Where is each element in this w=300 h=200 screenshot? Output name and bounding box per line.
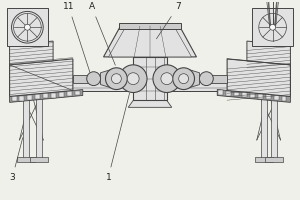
- Bar: [59, 92, 64, 97]
- Bar: [135, 77, 165, 88]
- Bar: [27, 95, 32, 100]
- Bar: [23, 91, 29, 158]
- Bar: [36, 91, 42, 158]
- Bar: [261, 91, 267, 158]
- Polygon shape: [10, 90, 83, 102]
- Bar: [209, 75, 227, 83]
- Bar: [7, 8, 48, 46]
- Text: 3: 3: [10, 138, 23, 182]
- Bar: [127, 75, 135, 83]
- Polygon shape: [100, 70, 110, 88]
- Bar: [12, 96, 16, 101]
- Bar: [30, 157, 48, 162]
- Bar: [281, 96, 286, 101]
- Bar: [266, 94, 271, 99]
- Bar: [265, 157, 283, 162]
- Polygon shape: [10, 41, 53, 65]
- Circle shape: [106, 68, 127, 90]
- Text: 11: 11: [63, 2, 90, 72]
- Polygon shape: [217, 90, 290, 102]
- Bar: [51, 93, 56, 98]
- Bar: [226, 91, 231, 96]
- Polygon shape: [227, 59, 290, 96]
- Circle shape: [173, 68, 194, 90]
- Bar: [20, 96, 24, 101]
- Bar: [258, 94, 263, 99]
- Bar: [73, 75, 91, 83]
- Polygon shape: [190, 70, 200, 88]
- Bar: [234, 92, 239, 96]
- Circle shape: [153, 65, 181, 93]
- Polygon shape: [10, 59, 73, 96]
- Bar: [133, 57, 167, 100]
- Bar: [165, 75, 173, 83]
- Circle shape: [111, 74, 121, 84]
- Circle shape: [12, 11, 43, 43]
- Circle shape: [24, 24, 30, 30]
- Bar: [119, 23, 181, 29]
- Circle shape: [127, 73, 139, 85]
- Circle shape: [179, 74, 189, 84]
- Bar: [252, 8, 293, 46]
- Circle shape: [161, 73, 173, 85]
- Bar: [43, 93, 48, 98]
- Polygon shape: [103, 26, 196, 57]
- Bar: [75, 91, 80, 95]
- Bar: [10, 77, 290, 91]
- Text: A: A: [89, 2, 115, 65]
- Text: 1: 1: [106, 93, 130, 182]
- Bar: [35, 94, 40, 99]
- Text: 7: 7: [157, 2, 181, 39]
- Bar: [17, 157, 35, 162]
- Bar: [274, 95, 279, 100]
- Bar: [255, 157, 273, 162]
- Bar: [250, 93, 255, 98]
- Polygon shape: [128, 100, 172, 107]
- Circle shape: [87, 72, 100, 86]
- Bar: [242, 92, 247, 97]
- Circle shape: [119, 65, 147, 93]
- Bar: [67, 91, 72, 96]
- Bar: [271, 91, 277, 158]
- Bar: [218, 90, 223, 95]
- Circle shape: [270, 24, 276, 30]
- Polygon shape: [247, 41, 290, 65]
- Circle shape: [200, 72, 213, 86]
- Polygon shape: [109, 29, 191, 57]
